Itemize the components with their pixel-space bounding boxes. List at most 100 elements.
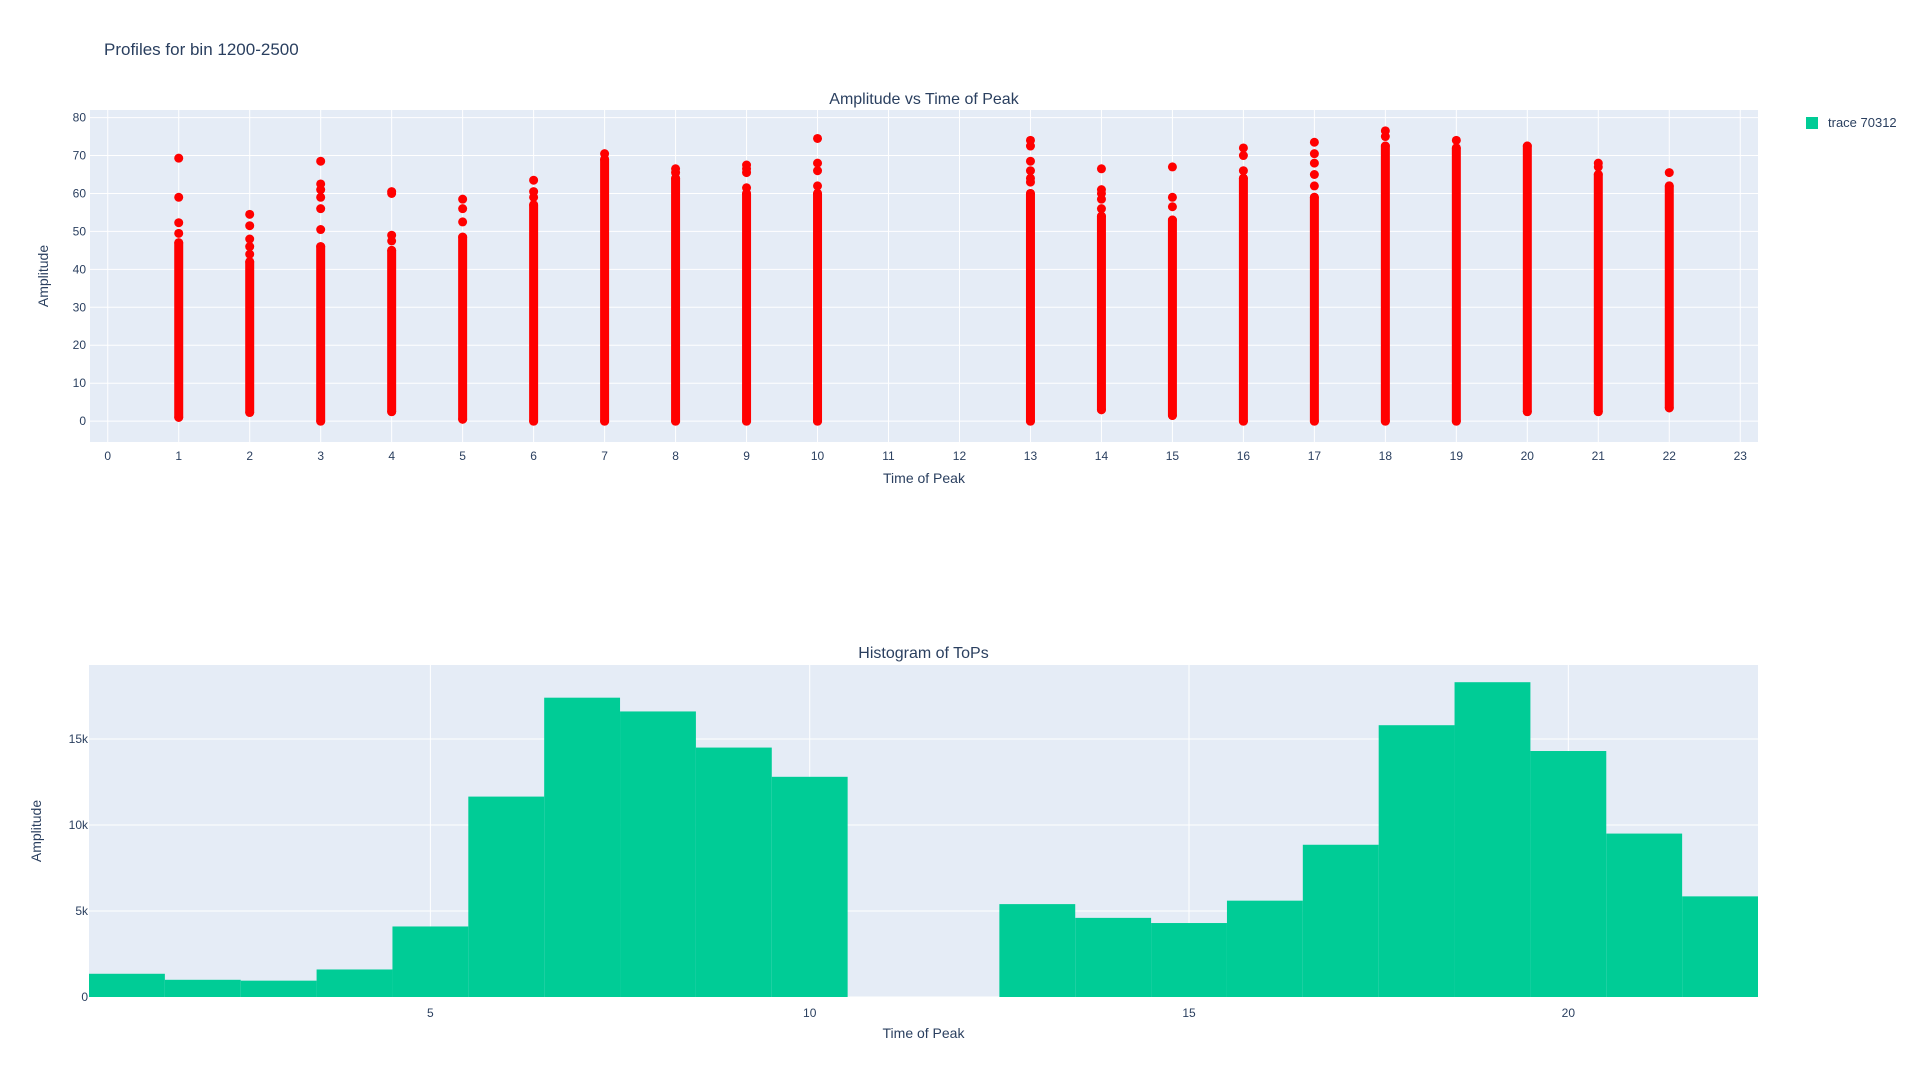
scatter-point (1167, 410, 1177, 420)
scatter-point (742, 160, 752, 170)
scatter-point (458, 217, 468, 227)
scatter-x-tick-label: 12 (953, 449, 967, 463)
scatter-point (245, 407, 255, 417)
legend-label-trace[interactable]: trace 70312 (1828, 115, 1897, 130)
scatter-point (1238, 143, 1248, 153)
scatter-point (529, 200, 539, 210)
scatter-point (1025, 156, 1035, 166)
scatter-point (742, 416, 752, 426)
scatter-point (316, 225, 326, 235)
scatter-point (813, 181, 823, 191)
scatter-subplot: 0 1 2 3 4 5 6 7 8 9 10 11 12 13 14 15 16 17 18 19 20 21 22 2301… (35, 91, 1758, 486)
scatter-point (742, 183, 752, 193)
scatter-point (600, 149, 610, 159)
legend-swatch-trace[interactable] (1806, 116, 1818, 129)
scatter-point (813, 188, 823, 198)
scatter-point (813, 416, 823, 426)
scatter-x-tick-label: 20 (1521, 449, 1535, 463)
scatter-point (1096, 405, 1106, 415)
histogram-bar (695, 747, 772, 997)
scatter-y-tick-label: 30 (73, 300, 87, 314)
scatter-x-tick-label: 17 (1308, 449, 1322, 463)
histogram-bar (1302, 844, 1379, 997)
scatter-point (174, 192, 184, 202)
scatter-x-tick-label: 23 (1734, 449, 1748, 463)
scatter-x-tick-label: 11 (882, 449, 895, 463)
histogram-bar (1378, 725, 1455, 997)
legend[interactable]: trace 70312 (1806, 115, 1897, 130)
scatter-point (1096, 185, 1106, 195)
histogram-title: Histogram of ToPs (858, 645, 988, 662)
scatter-point (1309, 149, 1319, 159)
scatter-point (1664, 181, 1674, 191)
scatter-x-tick-label: 9 (743, 449, 750, 463)
scatter-point (1025, 173, 1035, 183)
scatter-point (1167, 192, 1177, 202)
scatter-point (458, 232, 468, 242)
scatter-point (1238, 173, 1248, 183)
scatter-point (1238, 151, 1248, 161)
histogram-subplot: 5 10 15 20 0 5k 10k 15k Histogram of ToPs Time of… (28, 645, 1758, 1041)
scatter-x-tick-label: 13 (1024, 449, 1038, 463)
scatter-point (174, 238, 184, 248)
scatter-point (174, 412, 184, 422)
histogram-bar (771, 776, 848, 997)
scatter-point (316, 204, 326, 214)
scatter-x-axis-label: Time of Peak (883, 470, 966, 486)
histogram-bar (392, 926, 469, 997)
scatter-x-tick-label: 1 (175, 449, 182, 463)
histogram-bar (1151, 923, 1227, 997)
scatter-point (387, 245, 397, 255)
scatter-point (529, 187, 539, 197)
histogram-bar (89, 973, 165, 997)
scatter-point (1451, 416, 1461, 426)
scatter-point (1025, 135, 1035, 145)
scatter-y-tick-label: 50 (73, 224, 87, 238)
histogram-bar (1075, 917, 1152, 997)
scatter-point (1025, 166, 1035, 176)
scatter-y-tick-label: 0 (79, 414, 86, 428)
scatter-point (316, 242, 326, 252)
histogram-bar (620, 711, 696, 997)
scatter-point (600, 416, 610, 426)
scatter-point (174, 218, 184, 228)
scatter-y-tick-label: 10 (73, 376, 87, 390)
scatter-point (1522, 141, 1532, 151)
scatter-point (316, 156, 326, 166)
histogram-bar (316, 969, 393, 997)
scatter-x-tick-label: 14 (1095, 449, 1109, 463)
scatter-point (1522, 407, 1532, 417)
scatter-x-tick-label: 10 (811, 449, 825, 463)
scatter-point (387, 407, 397, 417)
scatter-x-tick-label: 3 (317, 449, 324, 463)
scatter-x-tick-label: 8 (672, 449, 679, 463)
scatter-point (245, 221, 255, 231)
scatter-x-tick-label: 7 (601, 449, 608, 463)
histogram-bar (468, 796, 545, 997)
scatter-point (1380, 416, 1390, 426)
scatter-point (387, 187, 397, 197)
scatter-point (1380, 126, 1390, 136)
histogram-y-axis-label: Amplitude (28, 800, 44, 862)
scatter-point (245, 242, 255, 252)
scatter-point (1309, 170, 1319, 180)
scatter-point (387, 230, 397, 240)
scatter-point (1309, 192, 1319, 202)
scatter-point (1451, 143, 1461, 153)
histogram-bar (240, 980, 317, 997)
scatter-x-tick-label: 15 (1166, 449, 1180, 463)
histogram-x-tick-label: 20 (1562, 1006, 1576, 1020)
scatter-y-tick-label: 20 (73, 338, 87, 352)
scatter-y-tick-label: 40 (73, 262, 87, 276)
histogram-bar (544, 697, 621, 997)
scatter-point (174, 153, 184, 163)
scatter-point (1593, 170, 1603, 180)
scatter-point (1096, 204, 1106, 214)
scatter-point (316, 416, 326, 426)
scatter-point (1167, 202, 1177, 212)
scatter-point (1664, 403, 1674, 413)
histogram-bar (1606, 833, 1683, 997)
scatter-x-tick-label: 16 (1237, 449, 1251, 463)
scatter-point (316, 192, 326, 202)
